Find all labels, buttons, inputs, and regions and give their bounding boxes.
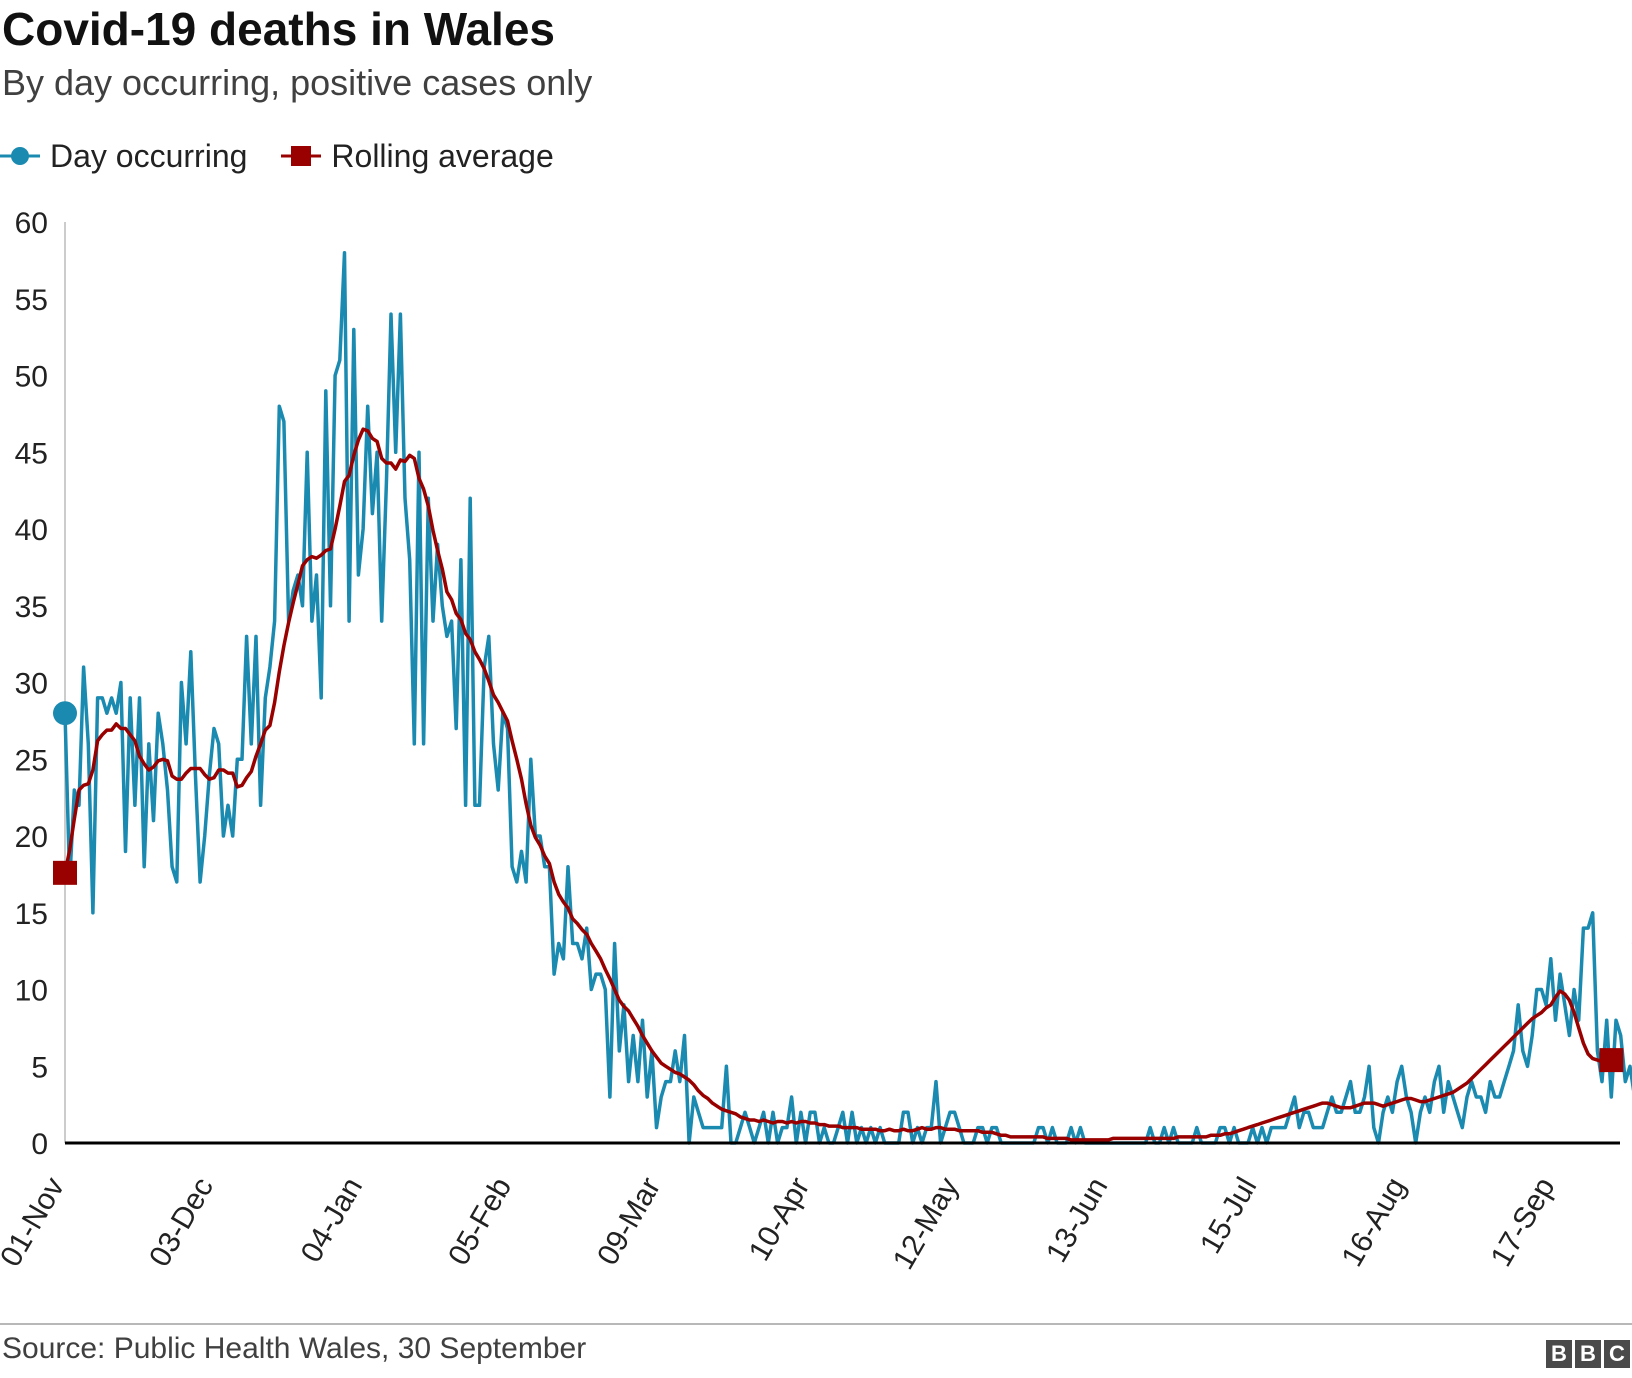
x-tick-label: 13-Jun [1040, 1172, 1114, 1268]
line-dot-icon [0, 147, 40, 165]
y-tick-label: 0 [31, 1128, 48, 1161]
series-line-rolling-average [63, 427, 1612, 1142]
y-tick-label: 25 [15, 744, 48, 777]
y-tick-label: 20 [15, 821, 48, 854]
footer-divider [0, 1323, 1632, 1325]
x-tick-label: 09-Mar [591, 1172, 667, 1271]
x-tick-label: 05-Feb [442, 1172, 518, 1271]
logo-letter: B [1546, 1340, 1572, 1368]
logo-letter: B [1575, 1340, 1601, 1368]
legend-item-rolling-average: Rolling average [281, 137, 554, 175]
y-tick-label: 15 [15, 898, 48, 931]
series-line-day-occurring [63, 250, 1632, 1145]
line-chart: 0 5 10 15 20 25 30 35 40 45 50 55 60 01-Nov 03-Dec 04-J… [0, 207, 1632, 1275]
x-tick-label: 16-Aug [1336, 1172, 1413, 1272]
line-square-icon [281, 146, 322, 166]
y-tick-label: 60 [15, 207, 48, 240]
legend-label-day-occurring: Day occurring [50, 137, 248, 174]
x-tick-label: 04-Jan [295, 1172, 369, 1268]
y-tick-label: 45 [15, 437, 48, 470]
y-tick-label: 50 [15, 361, 48, 394]
series-marker-average-start [53, 860, 77, 885]
chart-title: Covid-19 deaths in Wales [2, 3, 555, 55]
x-tick-label: 10-Apr [743, 1172, 817, 1266]
legend: Day occurring Rolling average [0, 136, 588, 176]
series-marker-average-end [1599, 1048, 1624, 1073]
x-tick-label: 17-Sep [1485, 1172, 1562, 1272]
x-tick-label: 12-May [887, 1172, 966, 1275]
chart-subtitle: By day occurring, positive cases only [2, 62, 593, 103]
x-tick-label: 03-Dec [143, 1172, 220, 1272]
source-note: Source: Public Health Wales, 30 Septembe… [2, 1332, 587, 1365]
y-tick-label: 40 [15, 514, 48, 547]
y-tick-label: 30 [15, 668, 48, 701]
x-tick-label: 15-Jul [1194, 1172, 1263, 1259]
y-tick-label: 35 [15, 591, 48, 624]
legend-item-day-occurring: Day occurring [0, 138, 247, 175]
y-tick-label: 55 [15, 284, 48, 317]
bbc-logo: B B C [1543, 1340, 1630, 1368]
series-marker-day-start [53, 701, 77, 726]
y-tick-label: 5 [31, 1051, 48, 1084]
logo-letter: C [1604, 1340, 1630, 1368]
x-tick-label: 01-Nov [0, 1172, 71, 1272]
legend-label-rolling-average: Rolling average [331, 137, 554, 174]
y-tick-label: 10 [15, 975, 48, 1008]
